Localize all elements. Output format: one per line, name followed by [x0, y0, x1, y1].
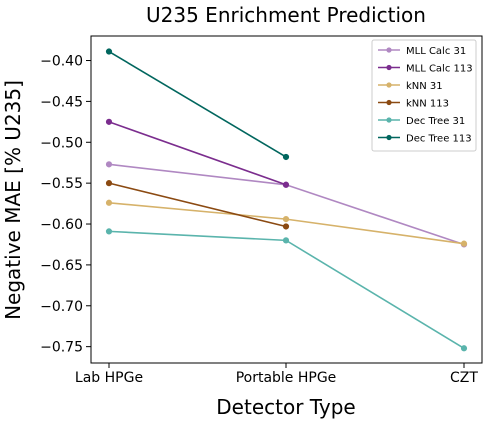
plot-area	[105, 48, 468, 352]
legend-item: Dec Tree 31	[378, 116, 465, 127]
y-tick-label: −0.45	[40, 94, 83, 110]
data-point	[282, 181, 290, 188]
legend-swatch-marker	[386, 82, 392, 88]
series-line	[108, 121, 287, 186]
x-tick-label: CZT	[450, 370, 478, 386]
legend-label: MLL Calc 31	[406, 46, 466, 57]
data-point	[460, 240, 468, 247]
data-point	[105, 228, 113, 235]
x-tick-label: Portable HPGe	[236, 370, 337, 386]
series-line	[108, 163, 465, 246]
series-line	[108, 50, 287, 158]
y-axis-label: Negative MAE [% U235]	[1, 80, 25, 320]
legend-item: MLL Calc 113	[378, 64, 473, 75]
legend-label: Dec Tree 31	[406, 116, 465, 127]
legend-item: kNN 113	[378, 99, 449, 110]
data-point	[460, 345, 468, 352]
legend-item: kNN 31	[378, 81, 443, 92]
data-point	[105, 199, 113, 206]
x-axis-label: Detector Type	[216, 395, 355, 419]
data-point	[282, 216, 290, 223]
legend-item: MLL Calc 31	[378, 46, 466, 57]
legend: MLL Calc 31 MLL Calc 113 kNN 31 kNN 113 Dec …	[371, 39, 477, 152]
legend-swatch-marker	[386, 134, 392, 141]
legend-swatch-marker	[386, 99, 392, 106]
legend-label: Dec Tree 113	[406, 134, 472, 145]
y-tick-label: −0.75	[40, 340, 83, 356]
axes: −0.40 −0.45 −0.50 −0.55 −0.60 −0.65 −0.70 −0.75…	[40, 35, 483, 386]
series-group	[105, 180, 290, 230]
data-point	[105, 161, 113, 168]
chart-title: U235 Enrichment Prediction	[146, 3, 426, 27]
y-tick-label: −0.55	[40, 176, 83, 192]
y-tick-label: −0.70	[40, 299, 83, 315]
series-line	[108, 230, 465, 349]
legend-label: kNN 113	[406, 99, 449, 110]
y-tick-label: −0.60	[40, 217, 83, 233]
legend-item: Dec Tree 113	[378, 134, 472, 145]
data-point	[105, 180, 113, 187]
data-point	[282, 237, 290, 244]
series-group	[105, 48, 290, 161]
legend-swatch-marker	[386, 47, 392, 53]
data-point	[105, 48, 113, 55]
series-group	[105, 199, 468, 247]
x-tick-label: Lab HPGe	[75, 370, 143, 386]
series-group	[105, 118, 290, 188]
series-line	[108, 182, 287, 228]
data-point	[282, 153, 290, 161]
series-group	[105, 228, 468, 352]
legend-label: MLL Calc 113	[406, 64, 473, 75]
legend-swatch-marker	[386, 64, 392, 71]
y-tick-label: −0.50	[40, 135, 83, 151]
data-point	[105, 118, 113, 125]
y-tick-label: −0.40	[40, 54, 83, 70]
data-point	[282, 223, 290, 230]
y-tick-label: −0.65	[40, 258, 83, 274]
legend-label: kNN 31	[406, 81, 443, 92]
legend-swatch-marker	[386, 117, 392, 123]
